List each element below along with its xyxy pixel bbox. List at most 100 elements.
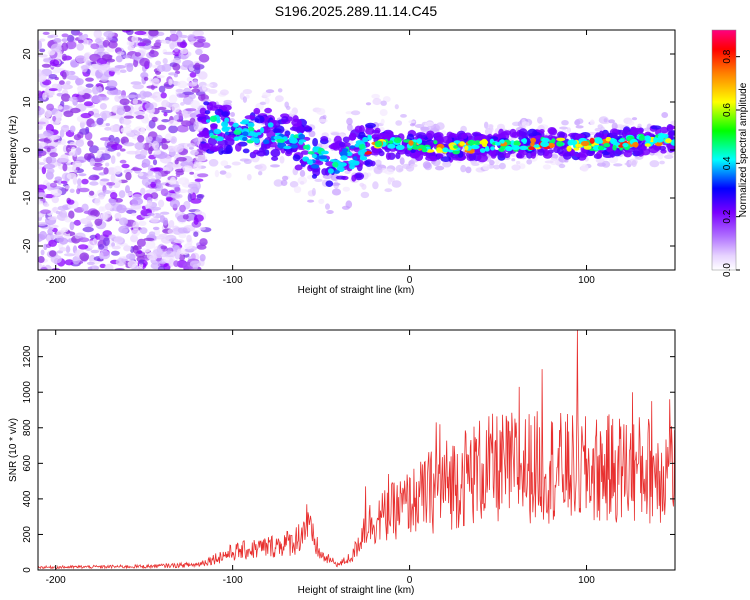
spectrogram-blob xyxy=(79,91,85,96)
spectrogram-blob xyxy=(442,161,452,168)
spectrogram-blob xyxy=(395,164,404,173)
spectrogram-blob xyxy=(217,144,224,149)
colorbar-tick-label: 0.8 xyxy=(722,49,733,63)
spectrogram-blob xyxy=(122,55,132,59)
spectrogram-blob xyxy=(441,135,453,144)
spectrogram-blob xyxy=(38,133,48,139)
spectrogram-blob xyxy=(307,151,315,155)
spectrogram-blob xyxy=(52,227,58,233)
spectrogram-blob xyxy=(169,199,180,209)
spectrogram-blob xyxy=(221,111,229,117)
spectrogram-blob xyxy=(330,182,341,186)
spectrogram-blob xyxy=(503,130,512,136)
spectrogram-blob xyxy=(353,156,358,160)
spectrogram-blob xyxy=(195,161,204,165)
spectrogram-blob xyxy=(264,97,270,105)
spectrogram-blob xyxy=(289,140,296,144)
spectrogram-blob xyxy=(609,132,618,140)
spectrogram-blob xyxy=(566,127,572,134)
spectrogram-blob xyxy=(573,147,580,151)
spectrogram-blob xyxy=(283,145,292,150)
spectrogram-blob xyxy=(564,158,569,163)
spectrogram-blob xyxy=(234,136,240,141)
spectrogram-blob xyxy=(254,115,265,124)
snr-x-tick-label: -200 xyxy=(46,575,66,586)
spectrogram-blob xyxy=(411,145,421,150)
spectrogram-blob xyxy=(575,125,584,129)
spectrogram-blob xyxy=(509,128,517,138)
spectrogram-blob xyxy=(558,163,566,169)
spectrogram-blob xyxy=(104,211,112,218)
spectrogram-blob xyxy=(563,152,572,160)
spectrogram-blob xyxy=(256,150,267,157)
spectrogram-blob xyxy=(516,152,525,159)
spectrogram-blob xyxy=(494,128,499,135)
spectrogram-blob xyxy=(110,192,118,199)
spectrogram-blob xyxy=(111,242,116,247)
spectrogram-blob xyxy=(178,112,183,120)
spectrogram-blob xyxy=(342,136,350,143)
spectrogram-blob xyxy=(537,148,545,156)
spectrogram-blob xyxy=(270,164,280,168)
spectrogram-blob xyxy=(464,145,469,151)
spectrogram-blob xyxy=(104,126,112,131)
spectrogram-blob xyxy=(286,148,292,155)
spectrogram-blob xyxy=(220,160,229,167)
spectrogram-blob xyxy=(416,138,423,145)
spectrogram-blob xyxy=(126,150,138,155)
spectrogram-blob xyxy=(78,173,87,177)
spectrogram-blob xyxy=(144,240,156,250)
spectrogram-blob xyxy=(46,103,54,112)
spectrogram-blob xyxy=(188,93,196,100)
spectrogram-blob xyxy=(542,164,552,170)
spectrogram-blob xyxy=(199,107,207,116)
spectrogram-blob xyxy=(659,145,666,151)
spectrogram-blob xyxy=(300,150,310,155)
spectrogram-blob xyxy=(77,39,84,44)
spectrogram-blob xyxy=(126,253,136,260)
spectrogram-blob xyxy=(258,171,263,176)
spectrogram-blob xyxy=(597,124,603,129)
spectrogram-blob xyxy=(498,162,506,170)
spectrogram-blob xyxy=(557,131,566,139)
spectrogram-blob xyxy=(101,206,106,212)
spectrogram-blob xyxy=(540,141,549,148)
spectrogram-blob xyxy=(48,88,58,92)
spectrogram-blob xyxy=(116,107,126,116)
spectrogram-blob xyxy=(113,165,122,175)
spectrogram-blob xyxy=(104,263,114,270)
spectrogram-blob xyxy=(384,130,394,136)
spectrogram-blob xyxy=(139,227,148,235)
spectrogram-blob xyxy=(479,148,486,153)
spectrogram-blob xyxy=(561,120,569,126)
spectrogram-blob xyxy=(186,234,192,243)
spectrogram-blob xyxy=(459,141,466,146)
spectrogram-blob xyxy=(380,118,385,125)
spectrogram-blob xyxy=(98,65,107,73)
spectrogram-blob xyxy=(605,136,612,142)
spectrogram-blob xyxy=(54,176,63,181)
spectrogram-blob xyxy=(440,156,452,163)
spectrogram-blob xyxy=(308,159,313,166)
spectrogram-blob xyxy=(146,212,155,216)
spectrogram-blob xyxy=(194,67,201,75)
spectrogram-blob xyxy=(193,163,202,171)
spectrogram-blob xyxy=(250,137,256,141)
spectrogram-blob xyxy=(78,244,89,250)
spectrogram-blob xyxy=(384,188,393,193)
spectrogram-blob xyxy=(267,122,274,128)
spectrogram-blob xyxy=(108,67,121,72)
spectrogram-blob xyxy=(78,187,90,193)
spectrogram-blob xyxy=(113,178,122,186)
spectrogram-blob xyxy=(141,177,151,187)
spectrogram-blob xyxy=(130,129,138,133)
spectrogram-blob xyxy=(93,30,103,39)
spectrogram-blob xyxy=(38,54,48,58)
spectrogram-blob xyxy=(196,244,207,250)
spectrogram-blob xyxy=(170,136,177,144)
spectrogram-blob xyxy=(597,145,605,151)
spectrogram-blob xyxy=(296,126,305,134)
spectrogram-blob xyxy=(400,114,407,118)
spectrogram-blob xyxy=(106,182,116,186)
spectrogram-blob xyxy=(47,216,59,221)
